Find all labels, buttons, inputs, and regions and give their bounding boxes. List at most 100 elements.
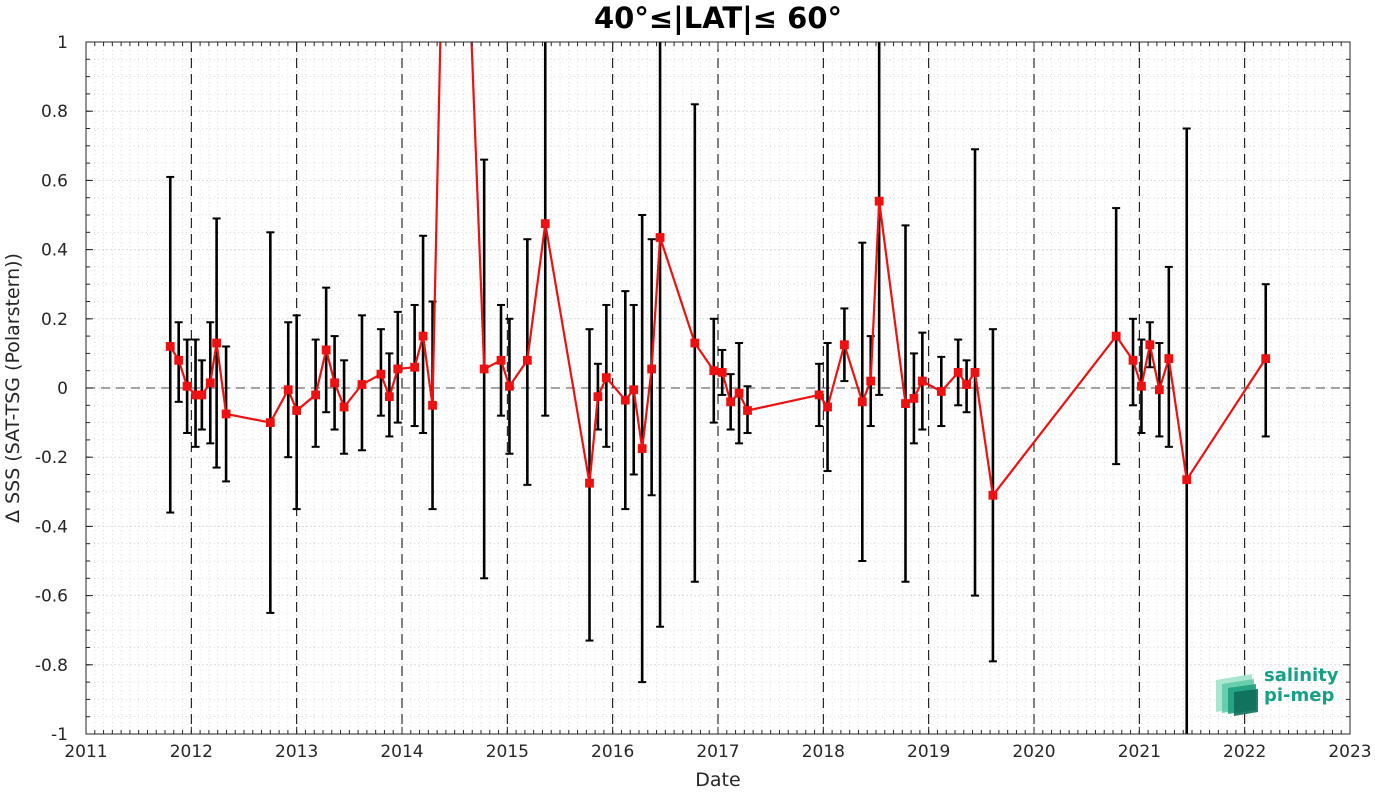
data-point	[221, 409, 231, 419]
y-axis-label: Δ SSS (SAT-TSG (Polarstern))	[2, 253, 24, 523]
data-point	[505, 381, 514, 391]
axis-ticks	[85, 41, 1351, 735]
x-tick-label: 2018	[802, 742, 845, 762]
data-point	[988, 490, 998, 500]
data-point	[205, 378, 215, 388]
data-point	[165, 342, 175, 351]
data-point	[601, 373, 611, 383]
data-point	[840, 340, 849, 350]
data-point	[857, 397, 867, 407]
data-point	[384, 392, 394, 402]
x-axis-label: Date	[695, 769, 740, 791]
data-point	[585, 478, 594, 488]
data-point	[479, 364, 489, 374]
data-point	[197, 390, 207, 400]
data-point	[717, 368, 727, 377]
data-point	[265, 418, 275, 428]
x-tick-label: 2017	[696, 742, 739, 762]
data-point	[182, 381, 192, 391]
data-point	[357, 380, 367, 389]
x-tick-label: 2019	[907, 742, 950, 762]
data-point	[593, 392, 603, 402]
data-point	[410, 362, 420, 372]
data-point	[428, 400, 437, 410]
x-tick-label: 2015	[486, 742, 529, 762]
data-point	[339, 402, 349, 412]
data-point	[311, 390, 321, 400]
data-point	[726, 397, 736, 407]
y-tick-label: -1	[51, 725, 68, 745]
x-tick-label: 2013	[275, 742, 318, 762]
data-point	[936, 387, 946, 396]
data-point	[655, 233, 665, 242]
series-line	[169, 42, 1267, 497]
data-point	[418, 331, 428, 341]
data-point	[1137, 381, 1146, 391]
data-point	[970, 368, 980, 377]
salinity-pimep-logo: salinity pi-mep	[1212, 664, 1342, 720]
data-point	[393, 364, 403, 374]
y-tick-label: 1	[57, 33, 68, 53]
data-point	[376, 369, 386, 379]
y-tick-label: -0.2	[35, 448, 68, 468]
data-point	[901, 399, 910, 408]
data-point	[1164, 354, 1174, 363]
logo-wave-icon	[1216, 674, 1258, 716]
x-tick-label: 2014	[380, 742, 423, 762]
logo-text: salinity pi-mep	[1264, 666, 1339, 706]
y-tick-label: 0	[57, 379, 68, 399]
data-point	[814, 390, 824, 400]
data-point	[174, 355, 184, 365]
x-tick-label: 2022	[1223, 742, 1266, 762]
logo-line1: salinity	[1264, 665, 1339, 686]
y-tick-label: 0.6	[41, 171, 68, 191]
data-point	[1182, 475, 1192, 485]
x-tick-label: 2016	[591, 742, 634, 762]
data-point	[1261, 354, 1271, 363]
logo-line2: pi-mep	[1264, 685, 1335, 706]
data-point	[496, 355, 506, 365]
data-point	[734, 388, 744, 398]
data-point	[874, 196, 884, 206]
data-layer	[165, 42, 1271, 734]
data-point	[1145, 340, 1155, 350]
data-point	[522, 355, 532, 365]
data-point	[629, 385, 639, 395]
data-point	[637, 444, 647, 453]
x-tick-label: 2012	[170, 742, 213, 762]
x-tick-label: 2011	[64, 742, 107, 762]
data-point	[321, 345, 331, 355]
y-tick-label: 0.2	[41, 310, 68, 330]
y-tick-label: 0.4	[41, 241, 68, 261]
y-tick-label: 0.8	[41, 102, 68, 122]
x-tick-label: 2023	[1328, 742, 1371, 762]
y-tick-label: -0.8	[35, 656, 68, 676]
tick-labels: 2011 2012 2013 2014 2015 2016 2017 2018 2019 2020…	[35, 33, 1372, 762]
data-point	[212, 338, 222, 348]
data-point	[283, 385, 293, 395]
data-point	[823, 402, 832, 412]
data-point	[917, 376, 927, 386]
data-point	[620, 395, 630, 405]
data-point	[962, 380, 971, 389]
chart-title: 40°≤|LAT|≤ 60°	[594, 1, 842, 35]
data-point	[292, 406, 302, 415]
data-point	[1111, 331, 1121, 341]
data-point	[690, 338, 700, 348]
data-point	[709, 366, 719, 376]
data-point	[866, 376, 876, 386]
data-point	[953, 368, 963, 377]
data-point	[1154, 385, 1164, 395]
data-point	[330, 378, 339, 388]
data-point	[540, 219, 550, 229]
data-point	[743, 406, 752, 415]
x-tick-label: 2020	[1012, 742, 1055, 762]
y-tick-label: -0.4	[35, 517, 68, 537]
x-tick-label: 2021	[1118, 742, 1161, 762]
data-point	[647, 364, 657, 374]
y-tick-label: -0.6	[35, 587, 68, 607]
data-point	[1128, 355, 1138, 365]
data-point	[909, 393, 919, 403]
